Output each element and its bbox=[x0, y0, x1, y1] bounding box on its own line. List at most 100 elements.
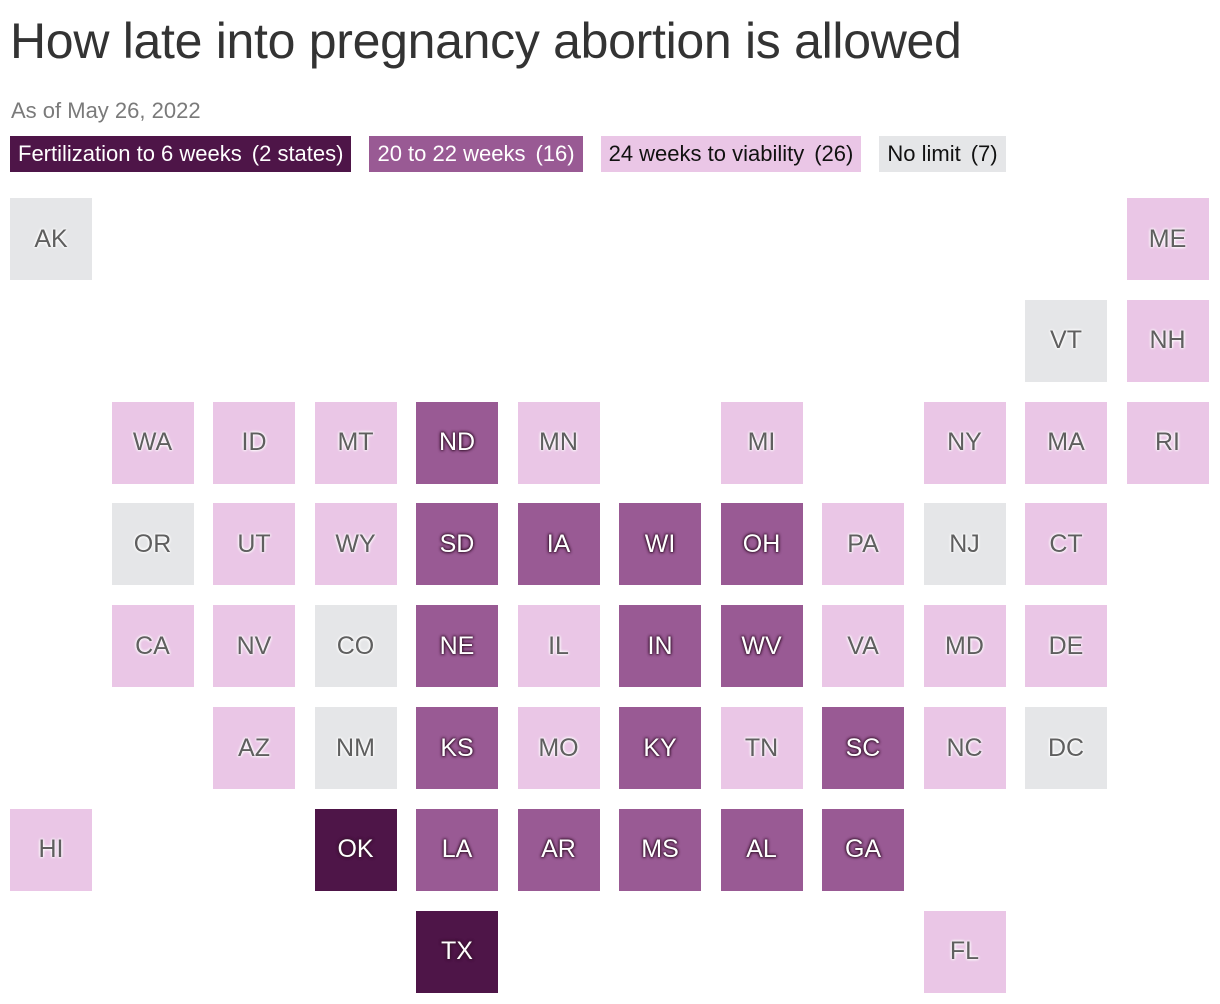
state-label: CT bbox=[1049, 529, 1083, 558]
legend-item-viability: 24 weeks to viability (26) bbox=[600, 136, 862, 172]
state-label: MD bbox=[945, 631, 984, 660]
state-tile-pa: PA bbox=[822, 503, 904, 586]
state-label: SC bbox=[845, 733, 881, 762]
state-tile-tn: TN bbox=[720, 707, 803, 789]
state-label: AZ bbox=[238, 733, 270, 762]
state-tile-nm: NM bbox=[314, 707, 397, 789]
state-label: OH bbox=[742, 529, 781, 558]
state-label: ID bbox=[241, 428, 267, 457]
state-label: IL bbox=[548, 631, 569, 660]
state-tile-hi: HI bbox=[10, 808, 92, 891]
state-label: PA bbox=[847, 529, 879, 558]
state-label: CA bbox=[135, 631, 170, 660]
legend-count: (26) bbox=[814, 141, 854, 166]
state-tile-ne: NE bbox=[416, 605, 498, 688]
chart-subtitle: As of May 26, 2022 bbox=[11, 98, 201, 123]
state-label: AR bbox=[541, 835, 576, 864]
state-label: NJ bbox=[949, 529, 980, 558]
state-label: WI bbox=[644, 529, 676, 558]
legend-item-twenty: 20 to 22 weeks (16) bbox=[369, 136, 583, 172]
state-label: RI bbox=[1155, 428, 1180, 457]
state-tile-md: MD bbox=[923, 605, 1006, 688]
state-label: GA bbox=[844, 835, 882, 864]
state-label: NE bbox=[439, 631, 475, 660]
state-tile-wi: WI bbox=[619, 503, 701, 586]
state-tile-fl: FL bbox=[923, 910, 1006, 993]
state-label: MN bbox=[539, 428, 578, 457]
state-label: VA bbox=[847, 631, 879, 660]
state-label: LA bbox=[441, 835, 473, 864]
state-tile-ok: OK bbox=[314, 808, 397, 891]
state-tile-az: AZ bbox=[213, 707, 295, 789]
legend-label: No limit bbox=[887, 141, 961, 166]
state-tile-mi: MI bbox=[720, 401, 803, 484]
state-tile-va: VA bbox=[822, 605, 904, 688]
state-label: IA bbox=[546, 529, 571, 558]
state-label: NV bbox=[236, 631, 272, 660]
state-tile-nc: NC bbox=[923, 707, 1006, 789]
state-label: FL bbox=[949, 937, 980, 966]
state-label: KY bbox=[643, 733, 677, 762]
state-tile-mn: MN bbox=[517, 401, 600, 484]
state-tile-al: AL bbox=[720, 808, 803, 891]
state-label: TX bbox=[441, 937, 473, 966]
state-tile-mt: MT bbox=[314, 401, 397, 484]
state-tile-ak: AK bbox=[10, 198, 92, 280]
legend-label: Fertilization to 6 weeks bbox=[18, 141, 242, 166]
state-label: DC bbox=[1047, 733, 1085, 762]
state-tile-or: OR bbox=[111, 503, 194, 586]
state-label: IN bbox=[647, 631, 673, 660]
state-tile-sc: SC bbox=[822, 707, 904, 789]
state-label: HI bbox=[38, 835, 64, 864]
state-label: ND bbox=[438, 428, 476, 457]
legend-count: (7) bbox=[970, 141, 998, 166]
state-tile-nd: ND bbox=[416, 401, 498, 484]
legend: Fertilization to 6 weeks (2 states) 20 to… bbox=[10, 136, 1006, 172]
state-tile-ct: CT bbox=[1025, 503, 1107, 586]
state-tile-de: DE bbox=[1025, 605, 1107, 688]
state-label: TN bbox=[744, 733, 779, 762]
state-label: WV bbox=[741, 631, 782, 660]
state-tile-nv: NV bbox=[213, 605, 295, 688]
legend-label: 24 weeks to viability bbox=[608, 141, 805, 166]
state-tile-ks: KS bbox=[416, 707, 498, 789]
state-tile-ny: NY bbox=[923, 401, 1006, 484]
state-label: NC bbox=[946, 733, 983, 762]
state-tile-sd: SD bbox=[416, 503, 498, 586]
state-label: OR bbox=[133, 529, 172, 558]
state-label: ME bbox=[1148, 224, 1187, 253]
state-tile-vt: VT bbox=[1025, 299, 1107, 382]
state-label: MT bbox=[337, 428, 374, 457]
state-label: CO bbox=[336, 631, 375, 660]
state-label: VT bbox=[1050, 326, 1082, 355]
legend-count: (2 states) bbox=[251, 141, 344, 166]
state-tile-ri: RI bbox=[1126, 401, 1209, 484]
state-tile-ky: KY bbox=[619, 707, 701, 789]
legend-item-six: Fertilization to 6 weeks (2 states) bbox=[10, 136, 352, 172]
state-label: NH bbox=[1149, 326, 1186, 355]
state-label: KS bbox=[440, 733, 474, 762]
state-tile-wv: WV bbox=[720, 605, 803, 688]
state-label: SD bbox=[439, 529, 475, 558]
state-label: AL bbox=[746, 835, 777, 864]
state-label: MS bbox=[641, 835, 679, 864]
legend-item-none: No limit (7) bbox=[879, 136, 1006, 172]
state-tile-ga: GA bbox=[822, 808, 904, 891]
state-tile-wy: WY bbox=[314, 503, 397, 586]
state-label: MO bbox=[538, 733, 579, 762]
state-tile-ar: AR bbox=[517, 808, 600, 891]
legend-count: (16) bbox=[535, 141, 575, 166]
state-label: NY bbox=[947, 428, 982, 457]
state-tile-tx: TX bbox=[416, 910, 498, 993]
state-tile-il: IL bbox=[517, 605, 600, 688]
state-tile-ut: UT bbox=[213, 503, 295, 586]
state-tile-mo: MO bbox=[517, 707, 600, 789]
state-label: OK bbox=[337, 835, 374, 864]
state-label: MA bbox=[1047, 428, 1085, 457]
state-label: MI bbox=[747, 428, 776, 457]
state-tile-nh: NH bbox=[1126, 299, 1209, 382]
state-tile-co: CO bbox=[314, 605, 397, 688]
state-tile-ma: MA bbox=[1025, 401, 1107, 484]
state-label: UT bbox=[237, 529, 271, 558]
